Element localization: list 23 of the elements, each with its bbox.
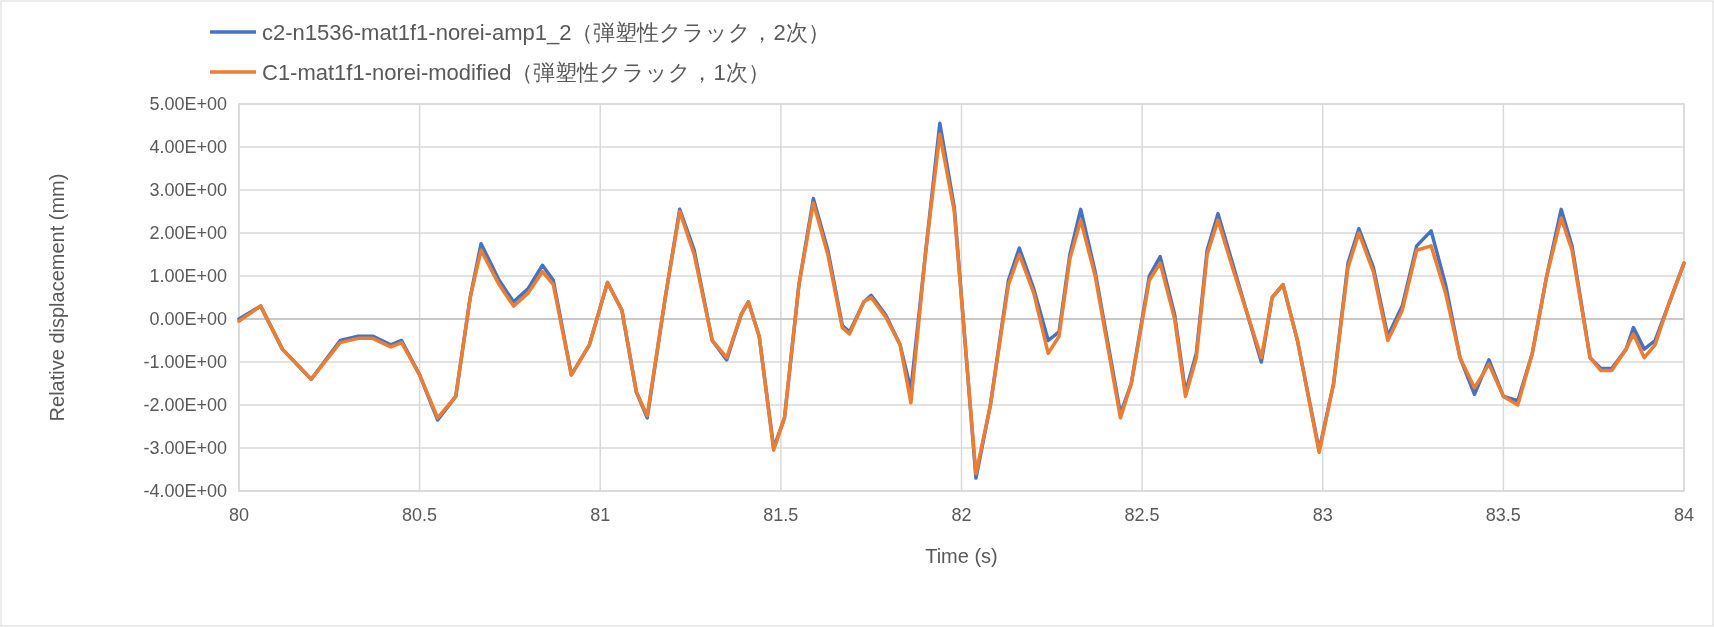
x-tick-label: 80 <box>228 505 250 525</box>
x-tick-label: 80.5 <box>402 505 438 525</box>
x-tick-label: 81.5 <box>763 505 799 525</box>
x-tick-label: 82.5 <box>1124 505 1160 525</box>
y-tick-label: 5.00E+00 <box>149 94 227 114</box>
y-tick-label: 3.00E+00 <box>149 180 227 200</box>
x-tick-label: 83.5 <box>1485 505 1521 525</box>
x-tick-label: 82 <box>951 505 972 525</box>
x-tick-label: 84 <box>1673 505 1695 525</box>
y-tick-label: -3.00E+00 <box>143 438 227 458</box>
x-tick-label: 81 <box>590 505 611 525</box>
y-tick-label: 2.00E+00 <box>149 223 227 243</box>
legend-label: C1-mat1f1-norei-modified（弾塑性クラック，1次） <box>262 60 770 85</box>
y-tick-label: 4.00E+00 <box>149 137 227 157</box>
x-axis-title: Time (s) <box>925 545 998 567</box>
y-axis-title: Relative displacement (mm) <box>46 173 68 422</box>
y-tick-label: -2.00E+00 <box>143 395 227 415</box>
y-tick-label: 0.00E+00 <box>149 309 227 329</box>
y-tick-label: 1.00E+00 <box>149 266 227 286</box>
x-tick-label: 83 <box>1312 505 1333 525</box>
y-tick-label: -4.00E+00 <box>143 481 227 501</box>
legend-label: c2-n1536-mat1f1-norei-amp1_2（弾塑性クラック，2次） <box>262 20 830 45</box>
y-tick-label: -1.00E+00 <box>143 352 227 372</box>
